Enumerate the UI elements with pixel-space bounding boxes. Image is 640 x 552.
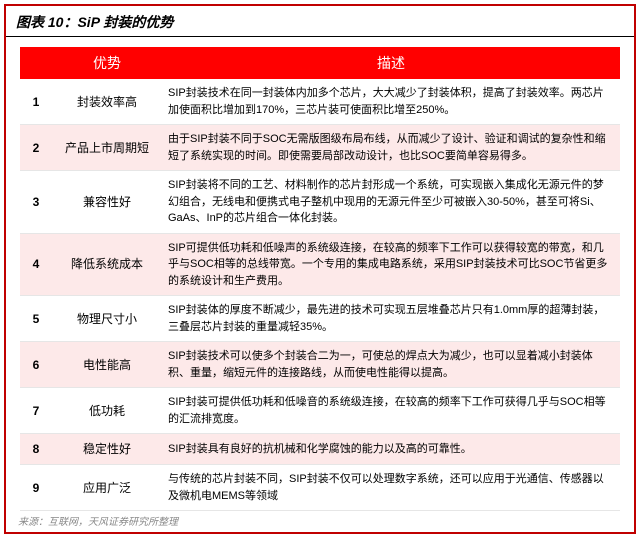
table-row: 1封装效率高SIP封装技术在同一封装体内加多个芯片，大大减少了封装体积，提高了封… <box>20 79 620 125</box>
table-row: 4降低系统成本SIP可提供低功耗和低噪声的系统级连接，在较高的频率下工作可以获得… <box>20 233 620 296</box>
row-index: 7 <box>20 388 52 434</box>
table-row: 7低功耗SIP封装可提供低功耗和低噪音的系统级连接，在较高的频率下工作可获得几乎… <box>20 388 620 434</box>
row-description: SIP封装技术可以使多个封装合二为一，可使总的焊点大为减少，也可以显着减小封装体… <box>162 342 620 388</box>
header-index <box>20 47 52 79</box>
figure-container: 图表 10：SiP 封装的优势 优势 描述 1封装效率高SIP封装技术在同一封装… <box>4 4 636 534</box>
table-row: 8稳定性好SIP封装具有良好的抗机械和化学腐蚀的能力以及高的可靠性。 <box>20 434 620 465</box>
row-advantage: 物理尺寸小 <box>52 296 162 342</box>
row-index: 5 <box>20 296 52 342</box>
header-description: 描述 <box>162 47 620 79</box>
row-index: 2 <box>20 125 52 171</box>
table-row: 6电性能高SIP封装技术可以使多个封装合二为一，可使总的焊点大为减少，也可以显着… <box>20 342 620 388</box>
row-description: SIP封装将不同的工艺、材料制作的芯片封形成一个系统，可实现嵌入集成化无源元件的… <box>162 171 620 234</box>
row-advantage: 电性能高 <box>52 342 162 388</box>
row-advantage: 封装效率高 <box>52 79 162 125</box>
table-row: 2产品上市周期短由于SIP封装不同于SOC无需版图级布局布线，从而减少了设计、验… <box>20 125 620 171</box>
row-advantage: 降低系统成本 <box>52 233 162 296</box>
row-description: SIP可提供低功耗和低噪声的系统级连接，在较高的频率下工作可以获得较宽的带宽，和… <box>162 233 620 296</box>
row-description: SIP封装可提供低功耗和低噪音的系统级连接，在较高的频率下工作可获得几乎与SOC… <box>162 388 620 434</box>
table-wrapper: 优势 描述 1封装效率高SIP封装技术在同一封装体内加多个芯片，大大减少了封装体… <box>6 37 634 511</box>
row-index: 1 <box>20 79 52 125</box>
row-index: 9 <box>20 465 52 511</box>
row-description: 与传统的芯片封装不同，SIP封装不仅可以处理数字系统，还可以应用于光通信、传感器… <box>162 465 620 511</box>
row-description: SIP封装技术在同一封装体内加多个芯片，大大减少了封装体积，提高了封装效率。两芯… <box>162 79 620 125</box>
row-advantage: 稳定性好 <box>52 434 162 465</box>
advantages-table: 优势 描述 1封装效率高SIP封装技术在同一封装体内加多个芯片，大大减少了封装体… <box>20 47 620 511</box>
row-advantage: 应用广泛 <box>52 465 162 511</box>
source-text: 来源：互联网，天风证券研究所整理 <box>6 511 634 532</box>
table-header-row: 优势 描述 <box>20 47 620 79</box>
row-advantage: 兼容性好 <box>52 171 162 234</box>
figure-caption: 图表 10：SiP 封装的优势 <box>6 6 634 37</box>
row-index: 3 <box>20 171 52 234</box>
row-description: SIP封装体的厚度不断减少，最先进的技术可实现五层堆叠芯片只有1.0mm厚的超薄… <box>162 296 620 342</box>
row-advantage: 产品上市周期短 <box>52 125 162 171</box>
row-index: 4 <box>20 233 52 296</box>
table-row: 9应用广泛与传统的芯片封装不同，SIP封装不仅可以处理数字系统，还可以应用于光通… <box>20 465 620 511</box>
row-advantage: 低功耗 <box>52 388 162 434</box>
row-description: SIP封装具有良好的抗机械和化学腐蚀的能力以及高的可靠性。 <box>162 434 620 465</box>
row-index: 6 <box>20 342 52 388</box>
row-description: 由于SIP封装不同于SOC无需版图级布局布线，从而减少了设计、验证和调试的复杂性… <box>162 125 620 171</box>
table-row: 5物理尺寸小SIP封装体的厚度不断减少，最先进的技术可实现五层堆叠芯片只有1.0… <box>20 296 620 342</box>
header-advantage: 优势 <box>52 47 162 79</box>
table-body: 1封装效率高SIP封装技术在同一封装体内加多个芯片，大大减少了封装体积，提高了封… <box>20 79 620 511</box>
table-row: 3兼容性好SIP封装将不同的工艺、材料制作的芯片封形成一个系统，可实现嵌入集成化… <box>20 171 620 234</box>
row-index: 8 <box>20 434 52 465</box>
